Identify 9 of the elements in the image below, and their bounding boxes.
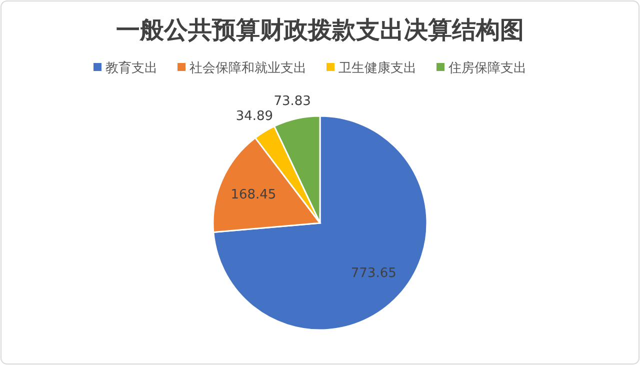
- data-label: 73.83: [274, 94, 311, 109]
- legend-label: 社会保障和就业支出: [190, 61, 306, 76]
- legend-label: 卫生健康支出: [338, 61, 416, 76]
- data-label: 168.45: [230, 188, 276, 203]
- data-label: 34.89: [236, 109, 274, 124]
- legend-label: 教育支出: [106, 60, 158, 76]
- chart-title: 一般公共预算财政拨款支出决算结构图: [116, 16, 524, 44]
- legend-label: 住房保障支出: [448, 60, 526, 76]
- data-label: 773.65: [350, 266, 396, 282]
